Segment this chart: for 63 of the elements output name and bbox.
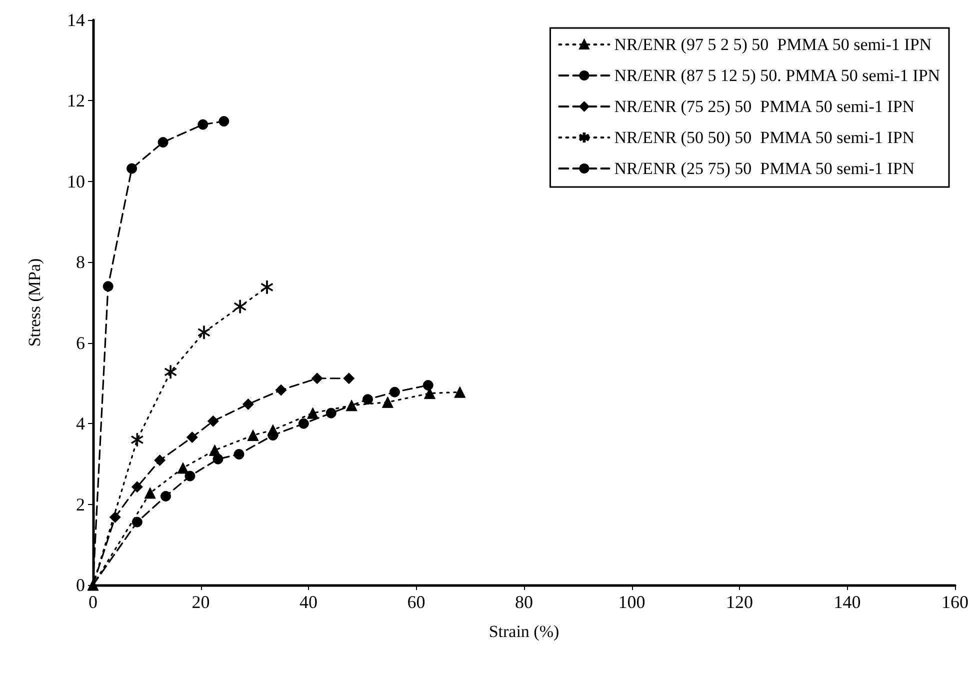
point <box>343 372 355 384</box>
legend-label: NR/ENR (75 25) 50 PMMA 50 semi-1 IPN <box>614 97 915 116</box>
x-tick-label: 20 <box>192 592 210 612</box>
x-axis-title: Strain (%) <box>488 622 560 641</box>
point <box>424 388 436 400</box>
legend-label: NR/ENR (87 5 12 5) 50. PMMA 50 semi-1 IPN <box>614 66 940 85</box>
legend-label: NR/ENR (97 5 2 5) 50 PMMA 50 semi-1 IPN <box>614 35 932 54</box>
y-axis-title: Stress (MPa) <box>25 258 44 347</box>
x-tick-label: 120 <box>726 592 753 612</box>
point <box>184 470 196 482</box>
point <box>454 386 466 398</box>
point <box>87 579 99 591</box>
point <box>126 163 138 174</box>
point <box>422 380 434 390</box>
point <box>275 384 287 396</box>
y-tick-label: 10 <box>67 171 85 192</box>
x-tick-label: 140 <box>834 592 861 612</box>
point <box>198 119 208 130</box>
point <box>177 462 189 474</box>
point <box>131 481 143 493</box>
point <box>234 448 244 460</box>
point <box>154 454 166 466</box>
point <box>144 487 156 499</box>
point <box>346 400 358 412</box>
point <box>109 511 121 523</box>
point <box>207 415 219 427</box>
point <box>234 300 246 314</box>
point <box>160 490 171 502</box>
y-tick-label: 4 <box>76 414 85 434</box>
point <box>389 386 400 398</box>
point <box>209 444 221 456</box>
y-tick-label: 0 <box>76 575 85 595</box>
x-tick-label: 60 <box>407 592 426 612</box>
point <box>326 408 336 418</box>
y-tick-label: 8 <box>76 252 85 272</box>
point <box>218 116 230 127</box>
x-tick-label: 100 <box>618 592 646 612</box>
y-tick-label: 2 <box>76 494 85 514</box>
point <box>164 365 177 379</box>
point <box>260 280 274 294</box>
legend-label: NR/ENR (50 50) 50 PMMA 50 semi-1 IPN <box>614 128 915 147</box>
x-tick-label: 0 <box>88 592 98 612</box>
y-tick-label: 14 <box>67 10 85 30</box>
point <box>198 326 210 340</box>
point <box>362 394 374 405</box>
point <box>158 137 168 148</box>
point <box>132 516 142 528</box>
y-tick-label: 12 <box>67 90 85 111</box>
x-tick-label: 80 <box>515 592 533 612</box>
point <box>186 432 198 444</box>
point <box>247 430 259 442</box>
x-tick-label: 40 <box>300 592 318 612</box>
point <box>242 398 254 410</box>
x-tick-label: 160 <box>942 592 968 612</box>
y-tick-label: 6 <box>76 332 85 353</box>
point <box>311 372 323 384</box>
point <box>102 281 114 292</box>
point <box>298 418 309 429</box>
point <box>307 407 319 419</box>
legend-label: NR/ENR (25 75) 50 PMMA 50 semi-1 IPN <box>614 159 915 178</box>
point <box>382 396 394 408</box>
point <box>267 424 279 436</box>
point <box>131 432 144 446</box>
